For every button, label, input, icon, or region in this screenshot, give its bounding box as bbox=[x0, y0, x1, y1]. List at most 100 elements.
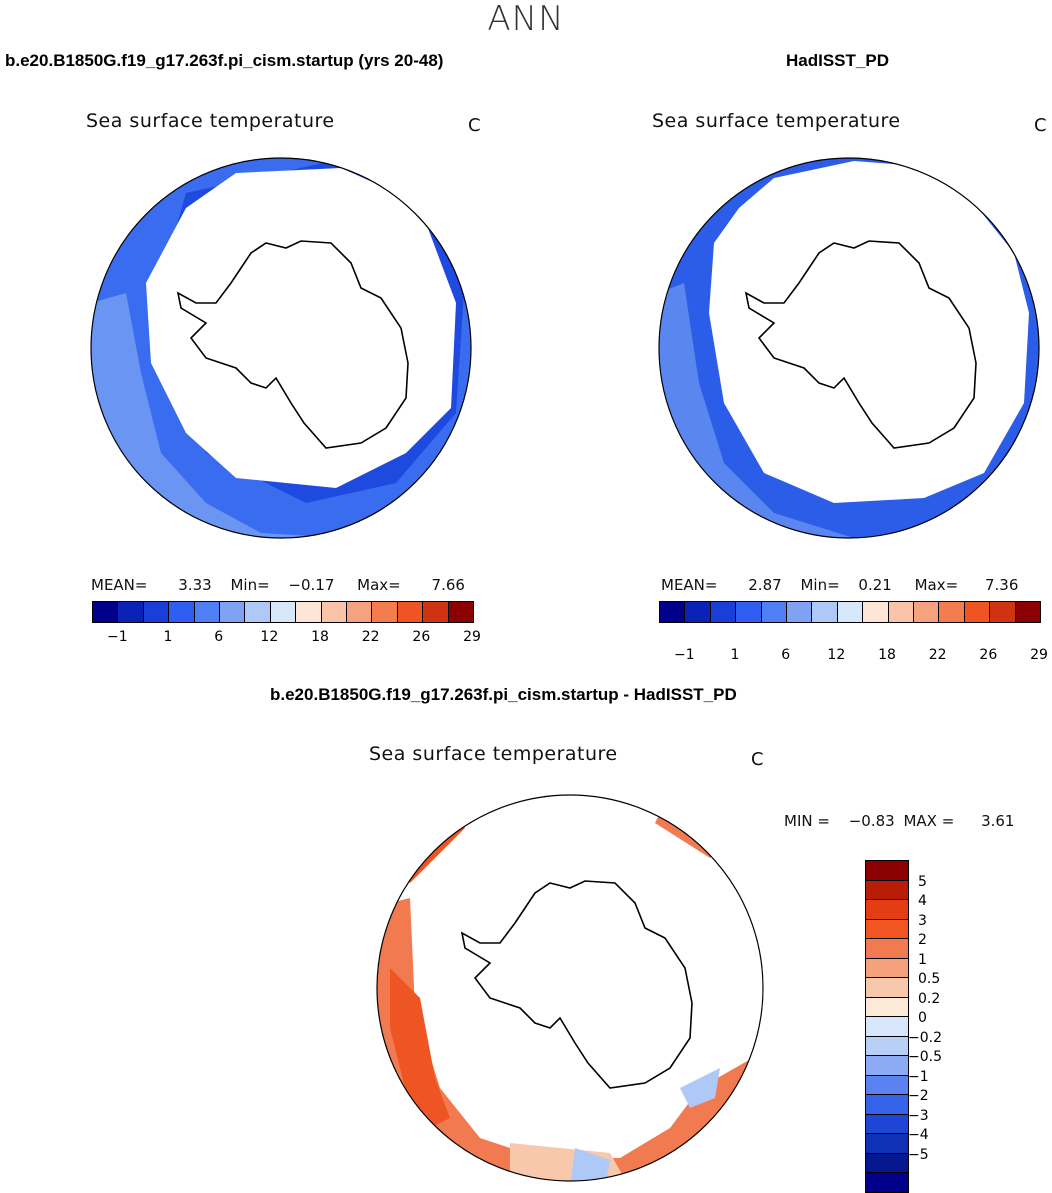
colorbar-swatch bbox=[372, 602, 398, 622]
model-colorbar-labels: −1 1 6 12 18 22 26 29 bbox=[92, 629, 481, 647]
colorbar-swatch bbox=[736, 602, 762, 622]
colorbar-tick-label: 12 bbox=[827, 647, 846, 663]
model-mean-value: 3.33 bbox=[178, 576, 212, 594]
obs-units: C bbox=[1034, 115, 1047, 136]
colorbar-swatch bbox=[888, 602, 915, 622]
colorbar-swatch bbox=[397, 602, 424, 622]
model-mean-label: MEAN= bbox=[91, 576, 148, 594]
colorbar-swatch bbox=[270, 602, 297, 622]
colorbar-tick-label: 26 bbox=[412, 629, 431, 645]
diff-units: C bbox=[751, 749, 764, 770]
colorbar-tick-label: −1 bbox=[674, 647, 695, 663]
colorbar-swatch bbox=[866, 997, 908, 1017]
colorbar-swatch bbox=[866, 1134, 908, 1154]
colorbar-swatch bbox=[1015, 602, 1041, 622]
diff-case-title: b.e20.B1850G.f19_g17.263f.pi_cism.startu… bbox=[270, 685, 737, 704]
colorbar-swatch bbox=[866, 1153, 908, 1173]
colorbar-swatch bbox=[866, 1056, 908, 1076]
colorbar-swatch bbox=[866, 978, 908, 998]
diff-colorbar bbox=[865, 860, 909, 1193]
season-title: ANN bbox=[487, 0, 565, 39]
obs-min-value: 0.21 bbox=[858, 576, 892, 594]
obs-mean-label: MEAN= bbox=[661, 576, 718, 594]
colorbar-swatch bbox=[143, 602, 170, 622]
colorbar-swatch bbox=[964, 602, 991, 622]
diff-stats: MIN = −0.83 MAX = 3.61 bbox=[784, 812, 1014, 830]
colorbar-swatch bbox=[866, 919, 908, 939]
colorbar-tick-label: 2 bbox=[918, 932, 927, 948]
colorbar-tick-label: −0.5 bbox=[908, 1049, 942, 1065]
model-max-label: Max= bbox=[357, 576, 401, 594]
obs-min-label: Min= bbox=[800, 576, 840, 594]
obs-ice bbox=[709, 161, 1029, 503]
colorbar-tick-label: 22 bbox=[928, 647, 947, 663]
colorbar-swatch bbox=[220, 602, 246, 622]
colorbar-swatch bbox=[866, 1095, 908, 1115]
diff-top-strip-right bbox=[655, 813, 715, 858]
model-map bbox=[90, 157, 472, 539]
colorbar-swatch bbox=[245, 602, 271, 622]
colorbar-swatch bbox=[866, 1017, 908, 1037]
colorbar-tick-label: 12 bbox=[260, 629, 279, 645]
colorbar-swatch bbox=[423, 602, 449, 622]
colorbar-swatch bbox=[812, 602, 838, 622]
colorbar-swatch bbox=[939, 602, 965, 622]
obs-colorbar-labels: −1 1 6 12 18 22 26 29 bbox=[659, 647, 1048, 665]
colorbar-tick-label: −0.2 bbox=[908, 1029, 942, 1046]
colorbar-swatch bbox=[866, 939, 908, 959]
colorbar-tick-label: 18 bbox=[878, 647, 896, 663]
colorbar-swatch bbox=[660, 602, 686, 622]
colorbar-swatch bbox=[347, 602, 373, 622]
colorbar-swatch bbox=[866, 958, 908, 978]
model-antarctica-outline bbox=[176, 240, 409, 449]
colorbar-swatch bbox=[866, 900, 908, 920]
colorbar-swatch bbox=[710, 602, 737, 622]
colorbar-tick-label: 1 bbox=[163, 629, 173, 645]
diff-min-label: MIN = bbox=[784, 812, 830, 830]
colorbar-swatch bbox=[448, 602, 474, 622]
colorbar-swatch bbox=[787, 602, 813, 622]
colorbar-tick-label: −2 bbox=[908, 1088, 929, 1104]
colorbar-tick-label: 26 bbox=[979, 647, 998, 663]
colorbar-tick-label: −1 bbox=[908, 1068, 929, 1085]
diff-panel-title: Sea surface temperature bbox=[369, 743, 618, 765]
colorbar-swatch bbox=[296, 602, 322, 622]
colorbar-swatch bbox=[914, 602, 940, 622]
colorbar-swatch bbox=[866, 1173, 908, 1192]
colorbar-swatch bbox=[93, 602, 119, 622]
colorbar-tick-label: 22 bbox=[361, 629, 380, 645]
colorbar-swatch bbox=[321, 602, 348, 622]
colorbar-tick-label: 0 bbox=[918, 1010, 927, 1026]
diff-min-value: −0.83 bbox=[848, 812, 895, 830]
diff-antarctica-outline bbox=[460, 880, 693, 1089]
diff-neg-patch bbox=[570, 1148, 610, 1181]
colorbar-swatch bbox=[761, 602, 788, 622]
obs-stats: MEAN= 2.87 Min= 0.21 Max= 7.36 bbox=[661, 576, 1018, 594]
model-panel-title: Sea surface temperature bbox=[86, 110, 335, 132]
colorbar-tick-label: 1 bbox=[918, 951, 927, 968]
colorbar-tick-label: 0.5 bbox=[918, 971, 941, 987]
colorbar-tick-label: 3 bbox=[918, 912, 927, 929]
colorbar-tick-label: 18 bbox=[311, 629, 329, 645]
colorbar-tick-label: 1 bbox=[730, 647, 740, 663]
diff-max-label: MAX = bbox=[903, 812, 955, 830]
colorbar-tick-label: 5 bbox=[918, 873, 927, 890]
colorbar-tick-label: −3 bbox=[908, 1107, 929, 1124]
model-colorbar bbox=[92, 601, 474, 623]
model-ice bbox=[146, 168, 456, 488]
colorbar-swatch bbox=[863, 602, 889, 622]
colorbar-swatch bbox=[990, 602, 1016, 622]
colorbar-tick-label: 0.2 bbox=[918, 990, 941, 1007]
colorbar-swatch bbox=[169, 602, 195, 622]
colorbar-tick-label: 6 bbox=[781, 647, 791, 663]
obs-mean-value: 2.87 bbox=[748, 576, 782, 594]
model-min-value: −0.17 bbox=[288, 576, 335, 594]
diff-max-value: 3.61 bbox=[981, 812, 1015, 830]
colorbar-swatch bbox=[866, 880, 908, 900]
model-min-label: Min= bbox=[230, 576, 270, 594]
obs-case-title: HadISST_PD bbox=[786, 51, 889, 70]
model-units: C bbox=[468, 115, 481, 136]
colorbar-tick-label: 6 bbox=[214, 629, 224, 645]
obs-map bbox=[658, 157, 1040, 539]
obs-max-label: Max= bbox=[914, 576, 959, 594]
